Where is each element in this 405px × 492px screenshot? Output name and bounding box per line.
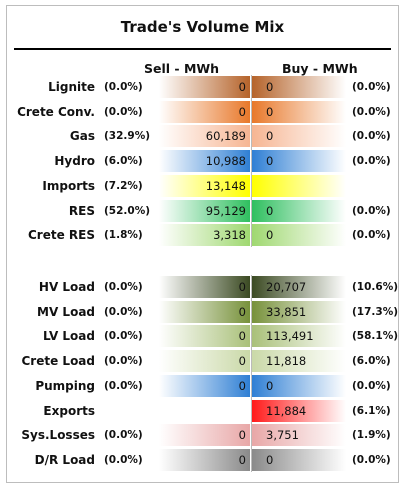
row-label: Crete Load [21, 354, 96, 368]
sell-column-header: Sell - MWh [144, 61, 220, 76]
sell-percent: (0.0%) [104, 106, 143, 118]
buy-value-cell: 0 [252, 449, 346, 471]
buy-percent: (0.0%) [352, 454, 391, 466]
chart-title: Trade's Volume Mix [120, 18, 285, 36]
sell-value-cell: 0 [159, 101, 250, 123]
row-label: Crete Conv. [17, 105, 95, 119]
row-label: HV Load [38, 280, 95, 294]
row-label: Imports [42, 179, 95, 193]
buy-column-header: Buy - MWh [282, 61, 358, 76]
sell-percent: (0.0%) [104, 380, 143, 392]
buy-value-cell: 0 [252, 76, 346, 98]
row-label: MV Load [37, 305, 95, 319]
sell-percent [104, 400, 159, 422]
row-label: RES [68, 204, 95, 218]
sell-percent: (0.0%) [104, 306, 143, 318]
buy-value-cell: 0 [252, 125, 346, 147]
sell-value-cell: 95,129 [159, 200, 250, 222]
row-label: Exports [43, 404, 95, 418]
buy-value-cell: 113,491 [252, 325, 346, 347]
buy-percent: (1.9%) [352, 429, 391, 441]
buy-percent: (0.0%) [352, 155, 391, 167]
sell-value-cell: 3,318 [159, 224, 250, 246]
buy-value-cell: 33,851 [252, 301, 346, 323]
buy-value-cell: 0 [252, 200, 346, 222]
sell-percent: (0.0%) [104, 330, 143, 342]
buy-value-cell: 0 [252, 375, 346, 397]
sell-value-cell: 0 [159, 449, 250, 471]
sell-percent: (32.9%) [104, 130, 151, 142]
sell-percent: (0.0%) [104, 281, 143, 293]
buy-value-cell: 0 [252, 150, 346, 172]
sell-value-cell: 60,189 [159, 125, 250, 147]
row-label: Lignite [48, 80, 95, 94]
sell-value-cell: 0 [159, 350, 250, 372]
buy-percent: (6.0%) [352, 355, 391, 367]
sell-value-cell: 13,148 [159, 175, 250, 197]
buy-value-cell [252, 175, 346, 197]
sell-percent: (0.0%) [104, 355, 143, 367]
buy-value-cell: 0 [252, 101, 346, 123]
buy-value-cell: 11,884 [252, 400, 346, 422]
buy-percent: (0.0%) [352, 130, 391, 142]
sell-percent: (0.0%) [104, 429, 143, 441]
sell-percent: (1.8%) [104, 229, 143, 241]
row-label: LV Load [42, 329, 95, 343]
buy-percent: (0.0%) [352, 205, 391, 217]
row-label: Crete RES [28, 228, 95, 242]
sell-value-cell: 0 [159, 301, 250, 323]
buy-percent: (0.0%) [352, 380, 391, 392]
sell-percent: (0.0%) [104, 81, 143, 93]
buy-percent: (0.0%) [352, 229, 391, 241]
sell-value-cell: 0 [159, 325, 250, 347]
row-label: Gas [69, 129, 95, 143]
buy-percent: (17.3%) [352, 306, 399, 318]
row-label: Pumping [35, 379, 95, 393]
row-label: Hydro [54, 154, 95, 168]
buy-value-cell: 0 [252, 224, 346, 246]
sell-value-cell: 0 [159, 276, 250, 298]
sell-value-cell [159, 400, 250, 422]
center-divider [251, 275, 252, 472]
buy-percent [352, 175, 402, 197]
buy-percent: (0.0%) [352, 81, 391, 93]
sell-percent: (0.0%) [104, 454, 143, 466]
sell-value-cell: 0 [159, 375, 250, 397]
center-divider [251, 75, 252, 248]
title-rule [14, 48, 391, 50]
buy-value-cell: 11,818 [252, 350, 346, 372]
row-label: D/R Load [34, 453, 95, 467]
buy-value-cell: 20,707 [252, 276, 346, 298]
sell-percent: (6.0%) [104, 155, 143, 167]
buy-percent: (10.6%) [352, 281, 399, 293]
sell-percent: (7.2%) [104, 180, 143, 192]
sell-value-cell: 0 [159, 424, 250, 446]
buy-percent: (0.0%) [352, 106, 391, 118]
row-label: Sys.Losses [21, 428, 95, 442]
buy-percent: (58.1%) [352, 330, 399, 342]
sell-value-cell: 0 [159, 76, 250, 98]
chart-frame: Trade's Volume Mix Sell - MWh Buy - MWh … [6, 5, 399, 483]
buy-percent: (6.1%) [352, 405, 391, 417]
sell-percent: (52.0%) [104, 205, 151, 217]
buy-value-cell: 3,751 [252, 424, 346, 446]
sell-value-cell: 10,988 [159, 150, 250, 172]
